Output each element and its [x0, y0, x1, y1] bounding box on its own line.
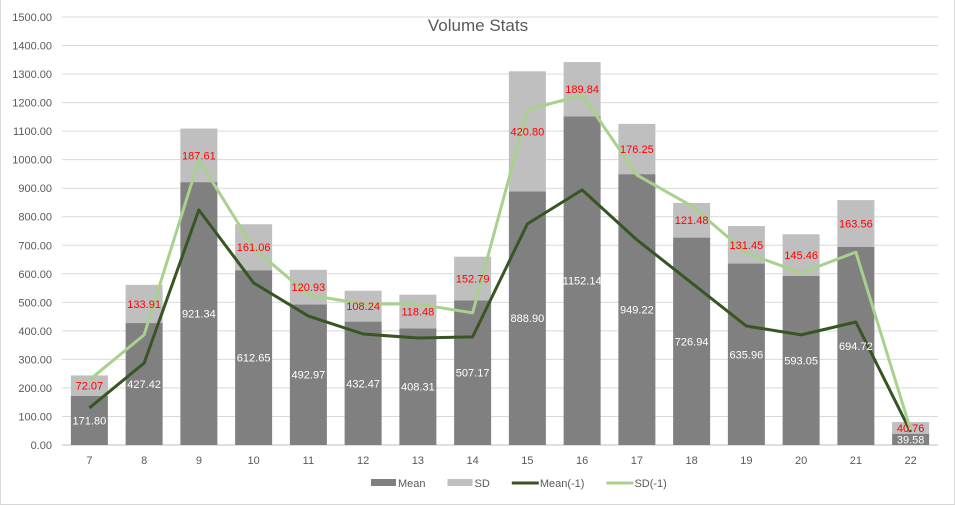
y-tick-label: 100.00 [18, 411, 52, 423]
bar-mean [727, 263, 765, 445]
data-label-sd: 176.25 [620, 144, 654, 156]
line-sd-1 [88, 93, 913, 431]
data-label-mean: 1152.14 [563, 276, 602, 288]
x-tick-label: 13 [412, 455, 424, 467]
data-label-sd: 40.76 [897, 423, 925, 435]
y-tick-label: 1500.00 [12, 12, 52, 24]
bar-mean [70, 395, 108, 445]
data-label-sd: 131.45 [730, 240, 764, 252]
x-tick-label: 19 [740, 455, 752, 467]
y-tick-label: 1200.00 [12, 98, 52, 110]
x-tick-label: 21 [850, 455, 862, 467]
data-label-mean: 921.34 [182, 309, 216, 321]
data-label-sd: 161.06 [237, 242, 271, 254]
y-tick-label: 1000.00 [12, 155, 52, 167]
x-tick-label: 11 [303, 455, 314, 467]
x-tick-label: 9 [196, 455, 202, 467]
x-tick-label: 12 [357, 455, 369, 467]
bar-sd [618, 123, 656, 175]
bar-sd [289, 269, 327, 305]
data-label-mean: 612.65 [237, 353, 271, 365]
y-tick-label: 900.00 [18, 183, 52, 195]
data-label-sd: 120.93 [292, 282, 326, 294]
legend-label-mean: Mean [398, 478, 426, 490]
bar-mean [618, 174, 656, 446]
bar-mean [289, 304, 327, 445]
y-tick-label: 400.00 [18, 326, 52, 338]
data-label-mean: 635.96 [730, 349, 764, 361]
bar-sd [70, 375, 108, 396]
data-label-mean: 427.42 [127, 379, 161, 391]
data-label-mean: 694.72 [839, 341, 873, 353]
data-label-sd: 163.56 [839, 218, 873, 230]
chart-title: Volume Stats [428, 16, 528, 35]
y-tick-label: 800.00 [18, 212, 52, 224]
data-label-sd: 118.48 [401, 307, 434, 319]
y-tick-label: 300.00 [18, 354, 52, 366]
bar-mean [508, 191, 546, 445]
bar-mean [344, 321, 382, 445]
data-label-sd: 152.79 [456, 273, 490, 285]
y-tick-label: 0.00 [31, 440, 52, 452]
x-tick-label: 18 [686, 455, 698, 467]
data-label-mean: 39.58 [897, 434, 925, 446]
bar-mean [399, 328, 437, 445]
y-tick-label: 1300.00 [12, 69, 52, 81]
bar-mean [782, 275, 820, 445]
data-label-sd: 145.46 [784, 250, 818, 262]
x-tick-label: 16 [576, 455, 588, 467]
x-tick-label: 17 [631, 455, 643, 467]
bar-sd [344, 290, 382, 322]
y-tick-label: 500.00 [18, 297, 52, 309]
data-label-mean: 408.31 [401, 382, 435, 394]
legend-label-sd: SD [475, 478, 490, 490]
legend-label-sd-1: SD(-1) [634, 478, 666, 490]
data-label-sd: 420.80 [511, 126, 545, 138]
bar-sd [673, 202, 711, 238]
data-label-sd: 189.84 [565, 84, 599, 96]
y-tick-label: 200.00 [18, 383, 52, 395]
x-tick-label: 8 [141, 455, 147, 467]
y-tick-label: 1100.00 [13, 126, 52, 138]
y-tick-label: 700.00 [18, 240, 52, 252]
y-tick-label: 600.00 [18, 269, 52, 281]
data-label-sd: 187.61 [182, 150, 216, 162]
legend-swatch-mean [371, 479, 396, 486]
bar-sd [563, 62, 601, 117]
data-label-mean: 949.22 [620, 305, 654, 317]
line-mean-1 [88, 188, 912, 433]
bar-sd [837, 200, 875, 247]
data-label-mean: 171.80 [73, 415, 107, 427]
data-label-mean: 888.90 [511, 313, 545, 325]
data-label-sd: 133.91 [127, 299, 161, 311]
x-tick-label: 7 [86, 455, 92, 467]
data-label-sd: 72.07 [76, 381, 104, 393]
legend-label-mean-1: Mean(-1) [540, 478, 585, 490]
x-tick-label: 10 [248, 455, 260, 467]
data-label-sd: 121.48 [675, 215, 709, 227]
bar-mean [563, 116, 601, 446]
data-label-mean: 492.97 [292, 370, 326, 382]
bar-mean [892, 433, 930, 445]
data-label-mean: 507.17 [456, 368, 490, 380]
data-label-sd: 108.24 [346, 301, 380, 313]
x-tick-label: 22 [905, 455, 917, 467]
data-label-mean: 593.05 [784, 355, 818, 367]
bar-mean [454, 300, 492, 445]
legend-swatch-sd [447, 479, 473, 486]
data-label-mean: 726.94 [675, 336, 709, 348]
x-tick-label: 15 [521, 455, 533, 467]
y-tick-label: 1400.00 [12, 41, 52, 53]
x-tick-label: 20 [795, 455, 807, 467]
bar-sd [180, 128, 218, 183]
bar-sd [508, 71, 546, 192]
bar-mean [235, 270, 273, 445]
bar-sd [399, 294, 437, 329]
legend: Mean SD Mean(-1) SD(-1) [371, 478, 667, 490]
data-label-mean: 432.47 [346, 378, 380, 390]
x-tick-label: 14 [467, 455, 479, 467]
